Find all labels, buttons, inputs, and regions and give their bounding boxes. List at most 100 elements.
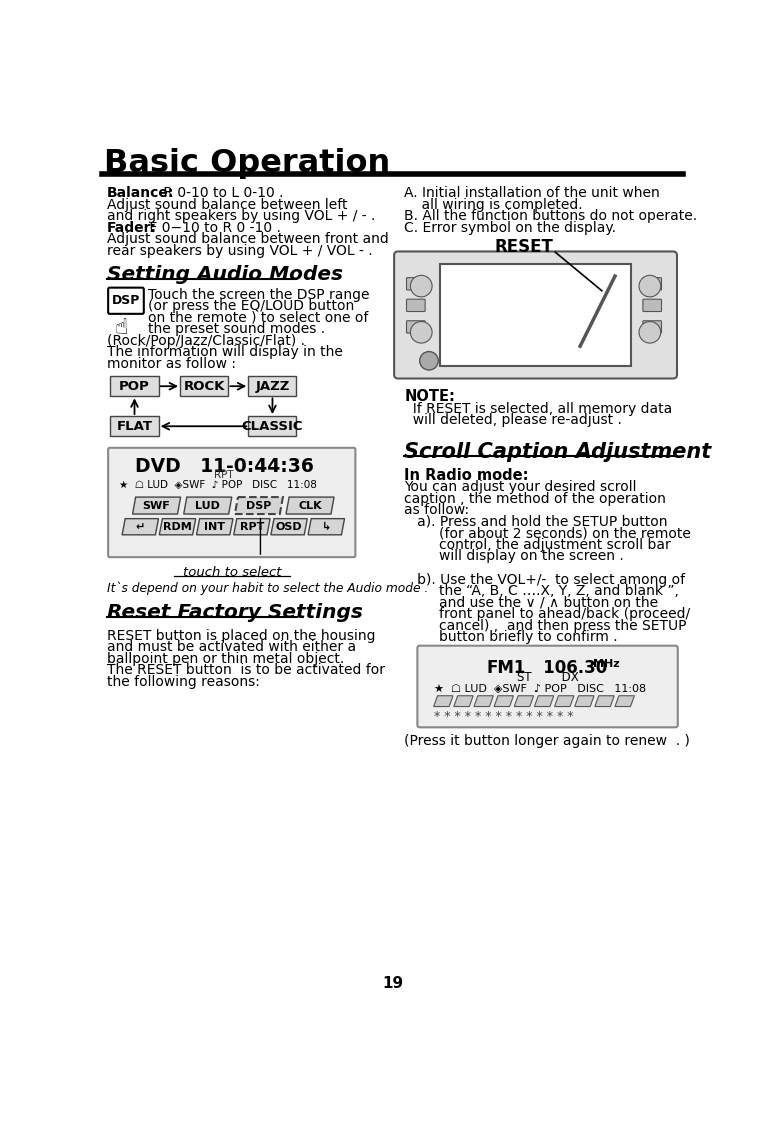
- Text: INT: INT: [205, 521, 225, 531]
- Text: (or press the EQ/LOUD button: (or press the EQ/LOUD button: [149, 299, 355, 313]
- Text: Adjust sound balance between left: Adjust sound balance between left: [106, 197, 347, 212]
- FancyBboxPatch shape: [417, 646, 678, 727]
- Polygon shape: [271, 519, 307, 535]
- Polygon shape: [574, 696, 594, 707]
- FancyBboxPatch shape: [440, 264, 631, 366]
- Text: (Press it button longer again to renew  . ): (Press it button longer again to renew .…: [404, 734, 690, 748]
- Circle shape: [420, 351, 438, 370]
- Text: JAZZ: JAZZ: [255, 380, 290, 393]
- Text: and must be activated with either a: and must be activated with either a: [106, 640, 355, 655]
- Text: (for about 2 seconds) on the remote: (for about 2 seconds) on the remote: [404, 527, 691, 540]
- Text: Scroll Caption Adjustment: Scroll Caption Adjustment: [404, 442, 712, 461]
- FancyBboxPatch shape: [110, 376, 159, 397]
- Text: B. All the function buttons do not operate.: B. All the function buttons do not opera…: [404, 210, 697, 223]
- Text: ballpoint pen or thin metal object.: ballpoint pen or thin metal object.: [106, 651, 344, 666]
- Circle shape: [639, 275, 661, 297]
- Text: ☝: ☝: [114, 318, 128, 339]
- Text: 19: 19: [382, 977, 403, 991]
- Text: RESET button is placed on the housing: RESET button is placed on the housing: [106, 629, 375, 642]
- Text: will deleted, please re-adjust .: will deleted, please re-adjust .: [404, 414, 622, 427]
- FancyBboxPatch shape: [108, 288, 144, 314]
- Text: If RESET is selected, all memory data: If RESET is selected, all memory data: [404, 401, 673, 416]
- Text: (Rock/Pop/Jazz/Classic/Flat) .: (Rock/Pop/Jazz/Classic/Flat) .: [106, 334, 305, 348]
- Text: R 0-10 to L 0-10 .: R 0-10 to L 0-10 .: [159, 186, 283, 201]
- Polygon shape: [122, 519, 159, 535]
- Text: CLASSIC: CLASSIC: [242, 419, 303, 433]
- Polygon shape: [474, 696, 493, 707]
- Text: RDM: RDM: [163, 521, 192, 531]
- Text: F 0−10 to R 0 -10 .: F 0−10 to R 0 -10 .: [146, 221, 281, 235]
- FancyBboxPatch shape: [407, 278, 425, 290]
- Text: In Radio mode:: In Radio mode:: [404, 468, 529, 483]
- Text: caption , the method of the operation: caption , the method of the operation: [404, 492, 666, 505]
- Text: * * * * * * * * * * * * * *: * * * * * * * * * * * * * *: [434, 709, 577, 723]
- Text: and right speakers by using VOL + / - .: and right speakers by using VOL + / - .: [106, 210, 375, 223]
- Text: all wiring is completed.: all wiring is completed.: [404, 197, 583, 212]
- Polygon shape: [494, 696, 513, 707]
- Polygon shape: [235, 497, 283, 514]
- Text: on the remote ) to select one of: on the remote ) to select one of: [149, 310, 368, 325]
- Text: and use the ∨ / ∧ button on the: and use the ∨ / ∧ button on the: [404, 596, 658, 610]
- Text: POP: POP: [119, 380, 150, 393]
- Text: Adjust sound balance between front and: Adjust sound balance between front and: [106, 232, 388, 246]
- Polygon shape: [184, 497, 232, 514]
- Text: the “A, B, C ….X, Y, Z, and blank ”,: the “A, B, C ….X, Y, Z, and blank ”,: [404, 585, 679, 598]
- Text: RPT: RPT: [240, 521, 264, 531]
- Text: SWF: SWF: [142, 501, 171, 511]
- FancyBboxPatch shape: [407, 321, 425, 333]
- FancyBboxPatch shape: [643, 299, 662, 312]
- Text: control, the adjustment scroll bar: control, the adjustment scroll bar: [404, 538, 671, 552]
- Text: Balance:: Balance:: [106, 186, 174, 201]
- Text: LUD: LUD: [195, 501, 220, 511]
- Text: Reset Factory Settings: Reset Factory Settings: [106, 603, 362, 622]
- Text: Setting Audio Modes: Setting Audio Modes: [106, 264, 342, 283]
- Text: 106.30: 106.30: [526, 658, 613, 676]
- FancyBboxPatch shape: [407, 299, 425, 312]
- Polygon shape: [514, 696, 534, 707]
- Polygon shape: [615, 696, 634, 707]
- Polygon shape: [197, 519, 233, 535]
- Text: rear speakers by using VOL + / VOL - .: rear speakers by using VOL + / VOL - .: [106, 244, 372, 258]
- Text: DVD   11-0:44:36: DVD 11-0:44:36: [135, 457, 313, 476]
- Polygon shape: [595, 696, 614, 707]
- Text: CLK: CLK: [298, 501, 322, 511]
- Text: a). Press and hold the SETUP button: a). Press and hold the SETUP button: [404, 514, 668, 529]
- FancyBboxPatch shape: [643, 321, 662, 333]
- Polygon shape: [434, 696, 453, 707]
- FancyBboxPatch shape: [110, 416, 159, 436]
- Text: It`s depend on your habit to select the Audio mode .: It`s depend on your habit to select the …: [106, 581, 428, 595]
- FancyBboxPatch shape: [248, 376, 296, 397]
- Polygon shape: [555, 696, 574, 707]
- Text: RPT: RPT: [214, 470, 234, 480]
- Text: ↵: ↵: [136, 521, 145, 531]
- Polygon shape: [234, 519, 270, 535]
- Text: the following reasons:: the following reasons:: [106, 675, 260, 689]
- Text: ↳: ↳: [322, 521, 331, 531]
- Text: FLAT: FLAT: [116, 419, 152, 433]
- Text: RESET: RESET: [495, 238, 554, 256]
- Text: FM1: FM1: [486, 658, 526, 676]
- Text: C. Error symbol on the display.: C. Error symbol on the display.: [404, 221, 616, 235]
- Text: NOTE:: NOTE:: [404, 389, 455, 403]
- Text: The information will display in the: The information will display in the: [106, 346, 342, 359]
- Text: monitor as follow :: monitor as follow :: [106, 357, 236, 370]
- Circle shape: [639, 322, 661, 343]
- Text: ★  ☖ LUD  ◈SWF  ♪ POP   DISC   11:08: ★ ☖ LUD ◈SWF ♪ POP DISC 11:08: [434, 683, 646, 693]
- Text: The RESET button  is to be activated for: The RESET button is to be activated for: [106, 664, 385, 678]
- Polygon shape: [286, 497, 334, 514]
- Text: the preset sound modes .: the preset sound modes .: [149, 322, 326, 337]
- FancyBboxPatch shape: [248, 416, 296, 436]
- Text: as follow:: as follow:: [404, 503, 470, 518]
- Text: Fader:: Fader:: [106, 221, 156, 235]
- FancyBboxPatch shape: [394, 252, 677, 378]
- Polygon shape: [159, 519, 196, 535]
- Text: DSP: DSP: [112, 295, 140, 307]
- Text: Touch the screen the DSP range: Touch the screen the DSP range: [149, 288, 370, 301]
- Text: ROCK: ROCK: [184, 380, 225, 393]
- Text: OSD: OSD: [276, 521, 303, 531]
- Text: will display on the screen .: will display on the screen .: [404, 550, 624, 563]
- Text: button briefly to confirm .: button briefly to confirm .: [404, 630, 618, 645]
- Text: front panel to ahead/back (proceed/: front panel to ahead/back (proceed/: [404, 607, 690, 621]
- Polygon shape: [453, 696, 473, 707]
- Text: Basic Operation: Basic Operation: [103, 147, 390, 179]
